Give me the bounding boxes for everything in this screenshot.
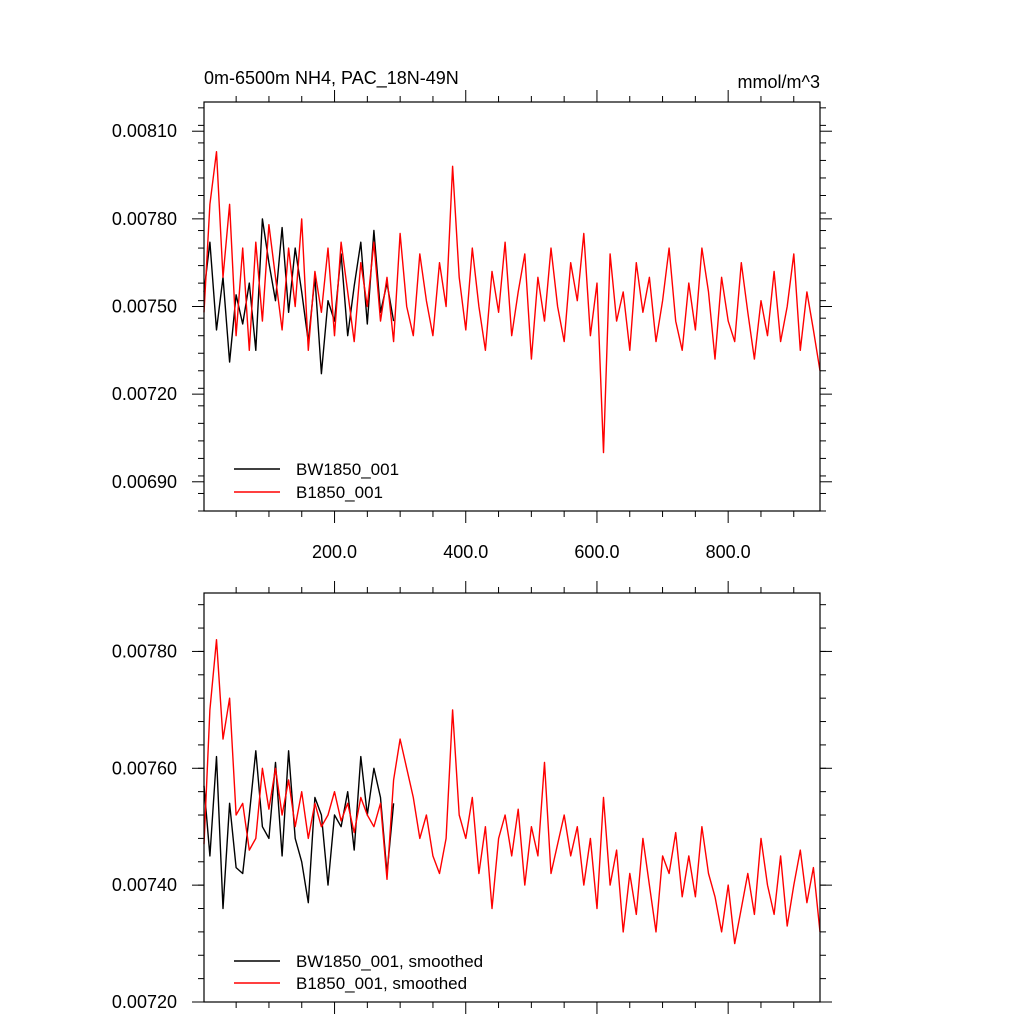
bottom-panel: 0.00720 0.00740 0.00760 0.00780 BW1850_001,…	[112, 581, 832, 1014]
x-tick-label: 400.0	[443, 542, 488, 562]
bottom-tick-layer: 0.00720 0.00740 0.00760 0.00780	[112, 581, 832, 1014]
legend-label-b1850: B1850_001	[296, 483, 383, 502]
y-tick-label: 0.00740	[112, 875, 177, 895]
y-tick-label: 0.00720	[112, 992, 177, 1012]
legend-label-bw1850: BW1850_001	[296, 460, 399, 479]
bottom-legend: BW1850_001, smoothed B1850_001, smoothed	[234, 952, 483, 993]
top-legend: BW1850_001 B1850_001	[234, 460, 399, 502]
top-plot-frame	[203, 101, 821, 512]
bottom-series-layer	[203, 639, 821, 945]
top-panel: 0m-6500m NH4, PAC_18N-49N mmol/m^3 0.006…	[112, 68, 832, 562]
y-tick-label: 0.00690	[112, 472, 177, 492]
units-label: mmol/m^3	[738, 72, 820, 92]
legend-label-bw1850-smoothed: BW1850_001, smoothed	[296, 952, 483, 971]
x-tick-label: 600.0	[574, 542, 619, 562]
y-tick-label: 0.00750	[112, 297, 177, 317]
y-tick-label: 0.00780	[112, 641, 177, 661]
chart-title: 0m-6500m NH4, PAC_18N-49N	[204, 68, 459, 89]
top-series-layer	[203, 150, 821, 454]
x-tick-label: 200.0	[312, 542, 357, 562]
series-line-b1850	[203, 150, 821, 454]
y-tick-label: 0.00760	[112, 758, 177, 778]
y-tick-label: 0.00720	[112, 384, 177, 404]
y-tick-label: 0.00810	[112, 121, 177, 141]
series-line-b1850	[203, 639, 821, 945]
top-tick-layer: 0.00690 0.00720 0.00750 0.00780 0.00810 200.0…	[112, 90, 832, 562]
series-line-bw1850	[203, 750, 395, 910]
bottom-plot-frame	[203, 592, 821, 1003]
legend-label-b1850-smoothed: B1850_001, smoothed	[296, 974, 467, 993]
x-tick-label: 800.0	[706, 542, 751, 562]
y-tick-label: 0.00780	[112, 209, 177, 229]
